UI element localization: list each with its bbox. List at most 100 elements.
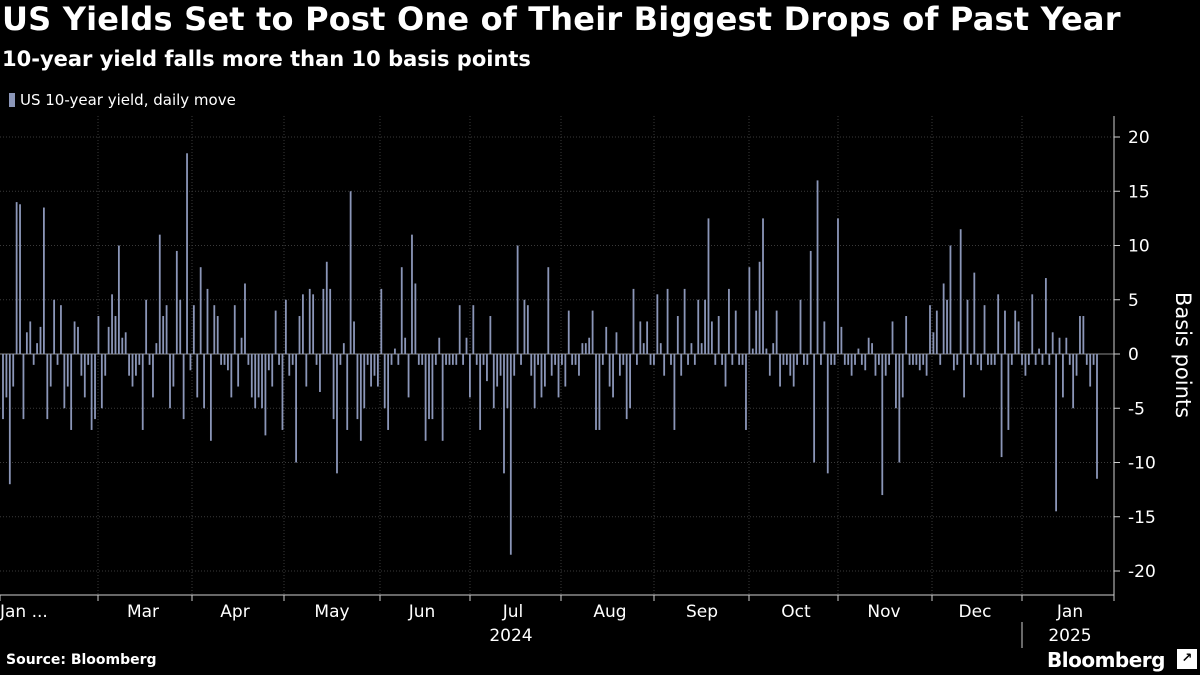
bar: [12, 354, 15, 387]
bar: [564, 354, 567, 387]
external-link-icon[interactable]: ↗: [1177, 649, 1197, 669]
bar: [451, 354, 454, 365]
bar: [612, 354, 614, 398]
bar: [213, 305, 216, 354]
bar: [196, 354, 199, 398]
bar: [925, 354, 928, 376]
bar: [980, 354, 983, 371]
bar: [53, 299, 56, 354]
bar: [73, 321, 76, 354]
bar: [874, 354, 877, 376]
bar: [697, 299, 700, 354]
bar: [1024, 354, 1027, 376]
bar: [15, 202, 18, 354]
bar: [966, 299, 969, 354]
bar: [158, 234, 161, 354]
bar: [32, 354, 35, 365]
bar: [448, 354, 451, 365]
bar: [803, 354, 805, 365]
bar: [745, 354, 747, 430]
bar: [424, 354, 427, 441]
bar: [768, 354, 771, 376]
bar: [789, 354, 792, 376]
bar: [895, 354, 897, 409]
bar: [748, 267, 751, 354]
bar: [172, 354, 175, 387]
bar: [244, 283, 246, 354]
y-axis-label: Basis points: [1171, 292, 1195, 418]
bar: [683, 288, 686, 354]
bar: [417, 354, 420, 365]
x-tick-label: Jan: [1056, 602, 1083, 622]
bar: [1085, 354, 1088, 365]
bar: [499, 354, 502, 376]
bar: [332, 354, 335, 420]
bar: [646, 321, 649, 354]
bar: [1082, 316, 1085, 354]
bar: [738, 354, 741, 365]
year-label: 2025: [1048, 626, 1091, 646]
bar: [70, 354, 73, 430]
bar: [983, 305, 986, 354]
bar: [278, 354, 280, 365]
bar: [973, 272, 976, 355]
bar: [591, 310, 594, 354]
bar: [363, 354, 366, 409]
y-tick-label: -10: [1128, 454, 1156, 474]
x-tick-label: May: [314, 602, 349, 622]
bar: [670, 354, 672, 365]
bar: [2, 354, 4, 420]
bar: [796, 354, 798, 365]
bar: [22, 354, 25, 420]
bar: [237, 354, 240, 387]
bar: [1021, 354, 1023, 365]
bar: [233, 305, 236, 354]
bar: [63, 354, 66, 409]
bar: [912, 354, 914, 365]
bar: [976, 354, 979, 365]
bar: [847, 354, 850, 365]
bar: [574, 354, 577, 365]
bar: [390, 354, 393, 365]
bar: [523, 299, 526, 354]
bar: [1007, 354, 1010, 430]
bar: [199, 267, 202, 354]
bar: [854, 354, 856, 365]
bar: [1048, 354, 1051, 365]
bar: [407, 354, 410, 398]
bar: [97, 316, 100, 354]
bar: [267, 354, 270, 371]
bar: [100, 354, 103, 409]
y-tick-label: 5: [1128, 291, 1139, 311]
bar: [141, 354, 144, 430]
x-tick-label: Jun: [408, 602, 436, 622]
bar: [680, 354, 683, 376]
bar: [94, 354, 96, 420]
bar: [56, 354, 59, 365]
bar: [145, 299, 148, 354]
bar: [227, 354, 229, 371]
bar: [414, 283, 417, 354]
bar: [717, 316, 720, 354]
bar: [530, 354, 533, 376]
bar: [373, 354, 376, 376]
bar: [261, 354, 263, 409]
bar: [90, 354, 93, 430]
bar: [66, 354, 69, 387]
bar: [939, 354, 942, 365]
bar: [656, 294, 659, 354]
bar: [864, 354, 867, 371]
bar: [762, 218, 764, 355]
bar: [707, 218, 710, 355]
bar: [687, 354, 689, 365]
bar: [935, 310, 938, 354]
bar: [189, 354, 192, 371]
y-tick-label: 20: [1128, 128, 1150, 148]
bar: [554, 354, 557, 365]
legend-label: US 10-year yield, daily move: [20, 91, 236, 109]
bar: [601, 354, 604, 365]
bar: [663, 354, 666, 376]
bar: [240, 337, 243, 354]
bar: [329, 288, 332, 354]
